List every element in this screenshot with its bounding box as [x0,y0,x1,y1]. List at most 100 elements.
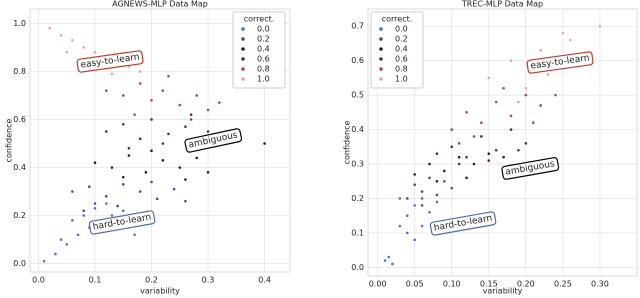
legend-marker [379,77,383,81]
data-point [110,166,114,169]
x-tick-label: 0.20 [517,280,535,289]
legend-title: correct. [244,15,275,24]
data-point [150,180,153,184]
data-point [561,31,565,35]
legend-marker [241,27,245,31]
data-point [65,50,69,54]
x-tick-label: 0.30 [591,280,609,289]
data-point [517,148,520,152]
data-point [494,148,498,152]
data-point [405,214,409,218]
data-point [487,159,491,162]
x-tick-label: 0.0 [32,276,45,285]
data-point [413,238,416,242]
annotation: easy-to-learn [76,50,144,73]
legend-marker [241,47,245,51]
data-point [509,114,513,118]
data-point [133,113,136,116]
data-point [457,162,461,166]
legend-marker [379,47,383,51]
data-point [121,94,125,97]
data-point [487,76,491,80]
legend-label: 0.8 [257,65,270,74]
legend-label: 0.0 [257,25,270,34]
legend-label: 0.8 [395,65,408,74]
data-point [263,142,266,145]
data-point [178,103,182,107]
data-point [405,197,409,200]
data-point [524,86,528,90]
annotation-box [184,128,243,153]
data-point [195,94,199,97]
data-point [127,147,131,150]
data-point [82,46,85,49]
data-point [76,233,80,237]
data-point [82,209,85,213]
data-point [509,128,513,131]
data-point [71,190,74,193]
x-tick-label: 0.10 [443,280,461,289]
data-point [172,187,176,191]
data-point [450,186,454,190]
data-point [546,73,550,76]
data-point [138,70,142,73]
x-tick-label: 0.05 [406,280,424,289]
data-point [420,197,424,200]
legend-label: 0.2 [257,35,270,44]
data-point [206,171,210,174]
data-point [435,179,439,183]
annotation: easy-to-learn [526,51,594,74]
y-tick-label: 0.1 [351,228,364,237]
data-point [420,190,424,193]
data-point [71,219,74,222]
legend-box [232,11,286,89]
data-point [93,202,97,205]
data-point [398,224,402,228]
data-point [121,183,125,186]
y-tick-label: 0.2 [13,211,26,220]
legend-title: correct. [382,15,413,24]
data-point [387,255,391,259]
x-tick-label: 0.4 [258,276,271,285]
legend-box [370,11,424,89]
y-tick-label: 0.3 [351,160,364,169]
data-point [450,128,454,131]
data-point [54,252,57,256]
data-point [569,38,572,42]
data-point [420,204,424,207]
legend-label: 0.6 [395,55,408,64]
data-point [93,161,97,165]
data-point [391,262,394,266]
data-point [443,169,446,173]
data-point [138,82,142,85]
data-point [189,113,193,116]
annotation: hard-to-learn [429,211,497,236]
legend-marker [241,37,245,41]
y-axis-label: confidence [5,119,14,163]
data-point [65,243,69,246]
data-point [161,89,165,92]
plot-frame [367,8,638,277]
data-point [88,185,91,189]
data-point [502,155,505,159]
data-point [42,259,46,263]
y-tick-label: 0.0 [13,259,26,268]
legend: correct.0.00.20.40.60.81.0 [232,11,286,89]
data-point [161,142,165,145]
annotation-box [429,211,497,236]
annotation-box [501,157,560,180]
legend-label: 0.4 [395,45,408,54]
annotation: hard-to-learn [88,210,156,235]
data-point [435,152,439,155]
data-point [150,98,153,102]
data-point [405,231,409,235]
data-point [428,176,431,180]
data-point [554,93,557,97]
data-point [450,145,454,149]
data-point [150,149,153,153]
data-point [138,190,142,193]
data-point [598,24,602,28]
y-tick-label: 0.5 [351,91,364,100]
data-point [383,259,387,262]
data-point [465,111,468,114]
